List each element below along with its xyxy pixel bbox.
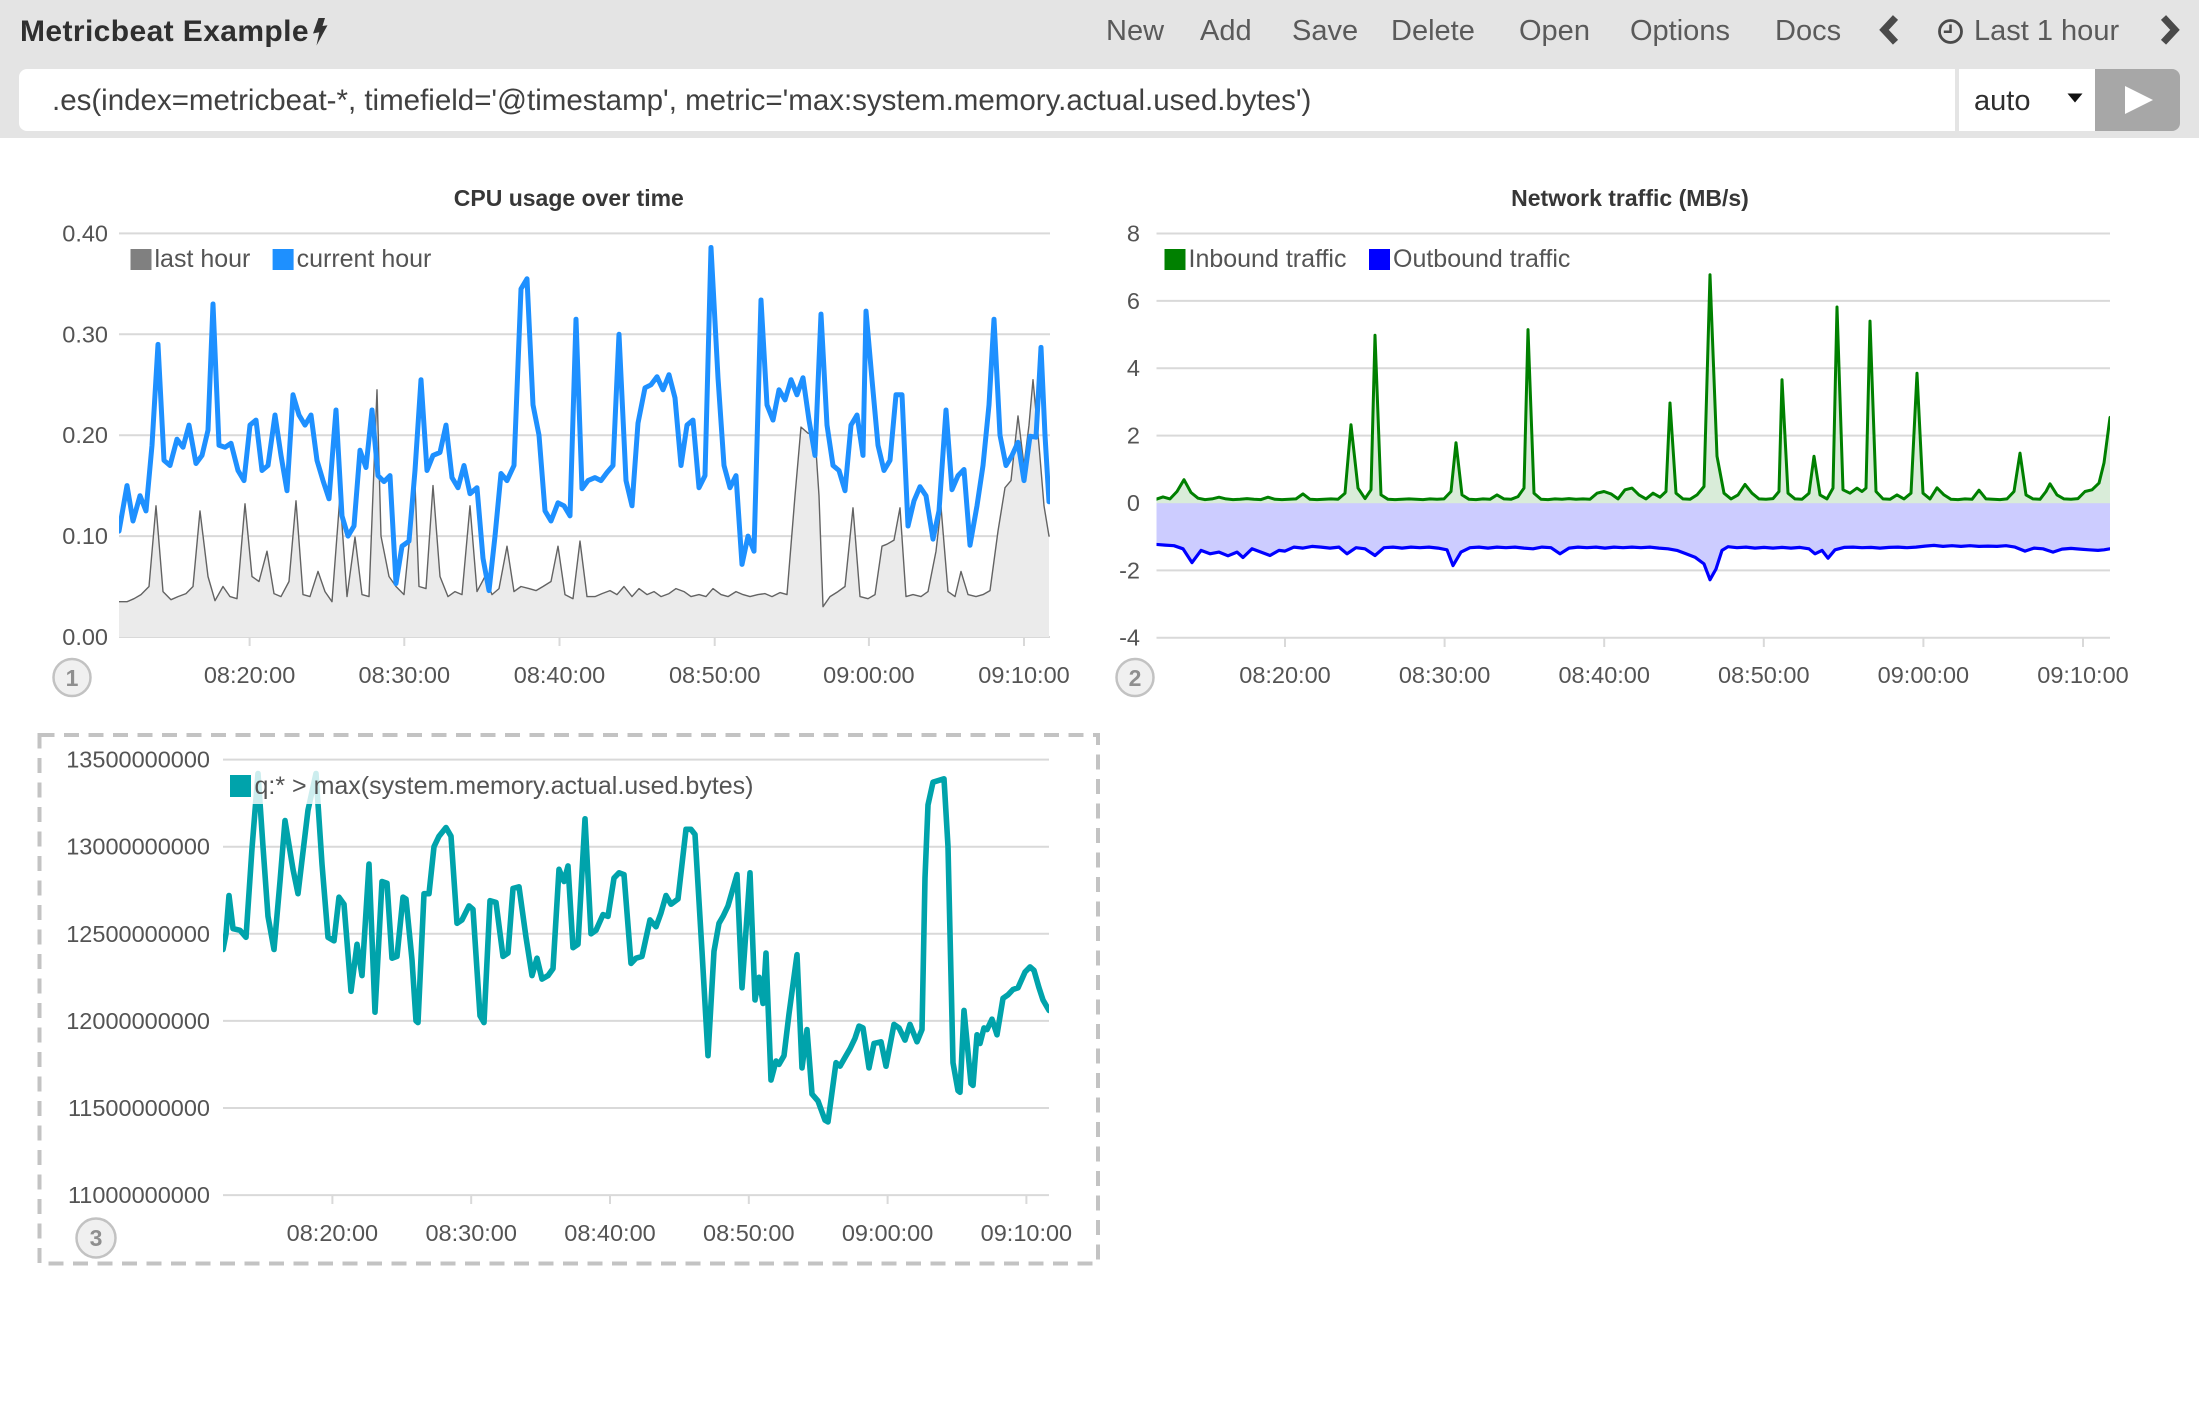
svg-text:09:00:00: 09:00:00: [823, 662, 914, 688]
svg-text:2: 2: [1129, 665, 1142, 691]
svg-text:09:10:00: 09:10:00: [2037, 662, 2128, 688]
svg-text:-2: -2: [1119, 557, 1140, 583]
svg-text:8: 8: [1127, 221, 1140, 247]
svg-text:08:50:00: 08:50:00: [669, 662, 760, 688]
svg-text:last hour: last hour: [155, 245, 251, 273]
svg-text:08:40:00: 08:40:00: [514, 662, 605, 688]
svg-text:08:30:00: 08:30:00: [425, 1220, 516, 1246]
svg-text:08:20:00: 08:20:00: [287, 1220, 378, 1246]
svg-text:13000000000: 13000000000: [66, 834, 210, 860]
svg-text:0.20: 0.20: [62, 422, 108, 448]
svg-text:08:30:00: 08:30:00: [1399, 662, 1490, 688]
svg-text:2: 2: [1127, 423, 1140, 449]
svg-text:-4: -4: [1119, 625, 1140, 651]
svg-text:3: 3: [90, 1225, 103, 1251]
svg-text:09:10:00: 09:10:00: [981, 1220, 1072, 1246]
svg-text:09:10:00: 09:10:00: [978, 662, 1069, 688]
svg-text:08:20:00: 08:20:00: [204, 662, 295, 688]
svg-text:12000000000: 12000000000: [66, 1008, 210, 1034]
svg-text:0.30: 0.30: [62, 321, 108, 347]
svg-text:q:* > max(system.memory.actual: q:* > max(system.memory.actual.used.byte…: [255, 772, 754, 800]
svg-text:Network traffic (MB/s): Network traffic (MB/s): [1511, 185, 1749, 211]
svg-text:1: 1: [66, 665, 79, 691]
svg-text:Outbound traffic: Outbound traffic: [1393, 245, 1570, 273]
svg-text:12500000000: 12500000000: [66, 921, 210, 947]
svg-text:08:40:00: 08:40:00: [1558, 662, 1649, 688]
svg-text:0: 0: [1127, 490, 1140, 516]
svg-text:08:20:00: 08:20:00: [1239, 662, 1330, 688]
svg-text:current hour: current hour: [297, 245, 432, 273]
svg-text:CPU usage over time: CPU usage over time: [454, 185, 684, 211]
svg-text:09:00:00: 09:00:00: [842, 1220, 933, 1246]
svg-text:11500000000: 11500000000: [68, 1095, 210, 1121]
svg-text:08:40:00: 08:40:00: [564, 1220, 655, 1246]
svg-text:13500000000: 13500000000: [66, 747, 210, 773]
svg-text:08:50:00: 08:50:00: [703, 1220, 794, 1246]
svg-text:08:50:00: 08:50:00: [1718, 662, 1809, 688]
svg-text:0.10: 0.10: [62, 523, 108, 549]
svg-text:08:30:00: 08:30:00: [359, 662, 450, 688]
svg-text:Inbound traffic: Inbound traffic: [1189, 245, 1347, 273]
svg-text:11000000000: 11000000000: [68, 1182, 210, 1208]
svg-text:0.40: 0.40: [62, 220, 108, 246]
svg-text:09:00:00: 09:00:00: [1878, 662, 1969, 688]
svg-text:0.00: 0.00: [62, 624, 108, 650]
svg-text:4: 4: [1127, 355, 1140, 381]
svg-text:6: 6: [1127, 288, 1140, 314]
